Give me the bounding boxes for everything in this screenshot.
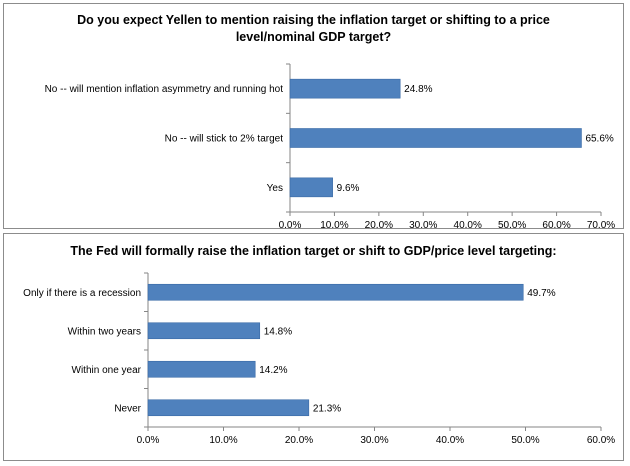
bar xyxy=(147,399,310,417)
x-tick-label: 10.0% xyxy=(209,435,237,446)
category-label: No -- will mention inflation asymmetry a… xyxy=(45,84,284,95)
category-label: Only if there is a recession xyxy=(23,288,141,299)
x-tick-label: 40.0% xyxy=(454,220,482,228)
data-label: 49.7% xyxy=(527,288,555,299)
x-tick-label: 60.0% xyxy=(542,220,570,228)
category-label: Yes xyxy=(267,183,283,194)
data-label: 21.3% xyxy=(313,403,341,414)
x-tick-label: 20.0% xyxy=(365,220,393,228)
chart-plot-fed-target-timing: 0.0% 10.0% 20.0% 30.0% 40.0% 50.0% 60.0% Only i… xyxy=(23,272,615,446)
x-tick-label: 50.0% xyxy=(498,220,526,228)
chart-title: Do you expect Yellen to mention raising … xyxy=(77,13,550,44)
x-tick-label: 10.0% xyxy=(320,220,348,228)
data-label: 9.6% xyxy=(337,183,360,194)
data-label: 65.6% xyxy=(585,134,613,145)
category-label: No -- will stick to 2% target xyxy=(165,134,284,145)
category-label: Never xyxy=(114,403,141,414)
bar xyxy=(289,78,401,99)
x-tick-label: 30.0% xyxy=(409,220,437,228)
chart-panel-fed-target-timing: The Fed will formally raise the inflatio… xyxy=(3,233,624,461)
x-tick-label: 20.0% xyxy=(285,435,313,446)
x-tick-label: 0.0% xyxy=(137,435,160,446)
x-tick-label: 70.0% xyxy=(587,220,615,228)
bar xyxy=(147,360,256,378)
chart-title: The Fed will formally raise the inflatio… xyxy=(70,244,557,258)
bar xyxy=(147,322,261,340)
data-label: 14.2% xyxy=(259,365,287,376)
data-label: 14.8% xyxy=(264,326,292,337)
x-tick-label: 50.0% xyxy=(511,435,539,446)
chart-plot-yellen-expectation: 0.0% 10.0% 20.0% 30.0% 40.0% 50.0% 60.0% 70.0% N… xyxy=(45,63,615,228)
category-label: Within one year xyxy=(72,365,142,376)
x-tick-label: 0.0% xyxy=(279,220,302,228)
category-label: Within two years xyxy=(68,326,141,337)
bar xyxy=(289,177,333,198)
x-tick-label: 40.0% xyxy=(436,435,464,446)
data-label: 24.8% xyxy=(404,84,432,95)
x-tick-label: 30.0% xyxy=(360,435,388,446)
bar xyxy=(147,283,524,301)
chart-panel-yellen-expectation: Do you expect Yellen to mention raising … xyxy=(3,3,624,229)
bar xyxy=(289,128,582,148)
x-tick-label: 60.0% xyxy=(587,435,615,446)
